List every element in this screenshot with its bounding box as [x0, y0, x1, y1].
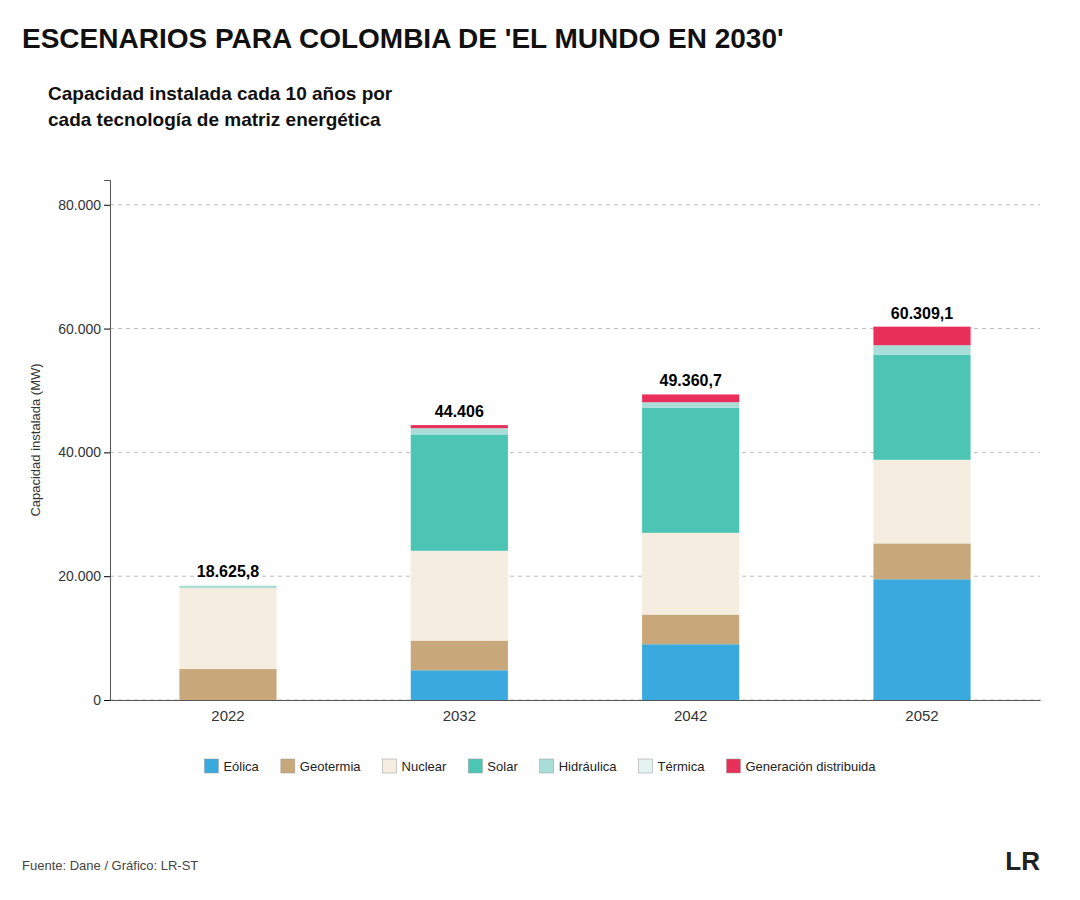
- bar-segment: [411, 670, 508, 700]
- x-axis: 2022 2032 2042 2052: [111, 701, 1041, 724]
- bar-segment: [873, 460, 970, 544]
- legend-label: Nuclear: [402, 759, 447, 774]
- legend-item: Eólica: [204, 759, 259, 774]
- series: [179, 460, 970, 669]
- bar-segment: [411, 434, 508, 550]
- bar-segment: [642, 533, 739, 615]
- logo: LR: [1005, 846, 1040, 876]
- legend-swatch: [383, 759, 397, 773]
- total-label: 60.309,1: [891, 305, 953, 322]
- tick-mark: [104, 452, 110, 453]
- bar-segment: [411, 551, 508, 641]
- title: ESCENARIOS PARA COLOMBIA DE 'EL MUNDO EN…: [22, 23, 784, 54]
- tick: 40.000: [58, 444, 110, 460]
- tick: 2052: [905, 707, 938, 724]
- legend-label: Hidráulica: [559, 759, 618, 774]
- chart: ESCENARIOS PARA COLOMBIA DE 'EL MUNDO EN…: [0, 0, 1080, 900]
- bar-segment: [642, 408, 739, 533]
- bar-segment: [179, 584, 276, 585]
- tick-label: 40.000: [58, 444, 101, 460]
- source: Fuente: Dane / Gráfico: LR-ST: [22, 858, 198, 873]
- legend-item: Nuclear: [383, 759, 447, 774]
- bar-segment: [411, 425, 508, 428]
- legend-item: Hidráulica: [540, 759, 618, 774]
- total-labels: 18.625,8 44.406 49.360,7 60.309,1: [197, 305, 953, 580]
- axis-line: [111, 700, 1041, 701]
- bar-segment: [642, 615, 739, 645]
- tick-label: 20.000: [58, 568, 101, 584]
- legend-label: Solar: [487, 759, 518, 774]
- tick: 2042: [674, 707, 707, 724]
- tick: 20.000: [58, 568, 110, 584]
- bar-segment: [873, 579, 970, 700]
- bar-segment: [179, 588, 276, 669]
- legend-item: Solar: [468, 759, 518, 774]
- bars: [179, 327, 970, 700]
- series: [179, 543, 970, 700]
- bar-segment: [179, 586, 276, 588]
- series: [179, 585, 276, 586]
- bar-segment: [873, 327, 970, 346]
- tick: 0: [93, 692, 110, 708]
- tick-mark: [104, 329, 110, 330]
- axis-title: Capacidad instalada (MW): [28, 363, 43, 516]
- legend-item: Geotermia: [281, 759, 361, 774]
- series: [179, 345, 970, 588]
- bar-segment: [873, 543, 970, 579]
- tick-label: 2052: [905, 707, 938, 724]
- tick-label: 0: [93, 692, 101, 708]
- tick-label: 2032: [443, 707, 476, 724]
- legend: Eólica Geotermia Nuclear Solar Hidráulica Tér…: [204, 759, 876, 774]
- bar-segment: [873, 345, 970, 354]
- bar-segment: [642, 644, 739, 700]
- legend-swatch: [639, 759, 653, 773]
- total-label: 18.625,8: [197, 563, 259, 580]
- tick: 2022: [211, 707, 244, 724]
- legend-item: Generación distribuida: [726, 759, 876, 774]
- tick: 80.000: [58, 197, 110, 213]
- axis-line: [104, 181, 111, 701]
- tick-mark: [104, 576, 110, 577]
- legend-swatch: [726, 759, 740, 773]
- tick-mark: [104, 700, 110, 701]
- bar-segment: [411, 641, 508, 671]
- total-label: 44.406: [435, 403, 484, 420]
- legend-label: Térmica: [658, 759, 706, 774]
- legend-swatch: [281, 759, 295, 773]
- series: [411, 355, 971, 551]
- tick-mark: [104, 205, 110, 206]
- tick: 60.000: [58, 321, 110, 337]
- legend-label: Generación distribuida: [745, 759, 876, 774]
- bar-segment: [642, 402, 739, 408]
- grid-line: [110, 204, 1040, 205]
- legend-swatch: [468, 759, 482, 773]
- legend-label: Geotermia: [300, 759, 361, 774]
- tick-label: 80.000: [58, 197, 101, 213]
- tick-label: 60.000: [58, 321, 101, 337]
- grid: [110, 205, 1040, 700]
- bar-segment: [179, 669, 276, 700]
- subtitle: cada tecnología de matriz energética: [48, 109, 381, 130]
- subtitle: Capacidad instalada cada 10 años por: [48, 83, 393, 104]
- total-label: 49.360,7: [660, 372, 722, 389]
- bar-segment: [179, 585, 276, 586]
- bar-segment: [642, 394, 739, 402]
- legend-swatch: [540, 759, 554, 773]
- series: [411, 327, 971, 429]
- y-axis: 0 20.000 40.000 60.000 80.000: [58, 181, 110, 708]
- tick: 2032: [443, 707, 476, 724]
- legend-item: Térmica: [639, 759, 706, 774]
- legend-swatch: [204, 759, 218, 773]
- tick-label: 2022: [211, 707, 244, 724]
- legend-label: Eólica: [223, 759, 259, 774]
- bar-segment: [873, 355, 970, 460]
- bar-segment: [411, 428, 508, 434]
- tick-label: 2042: [674, 707, 707, 724]
- plot-area: 0 20.000 40.000 60.000 80.000 2022 2032 2042 205…: [58, 181, 1040, 724]
